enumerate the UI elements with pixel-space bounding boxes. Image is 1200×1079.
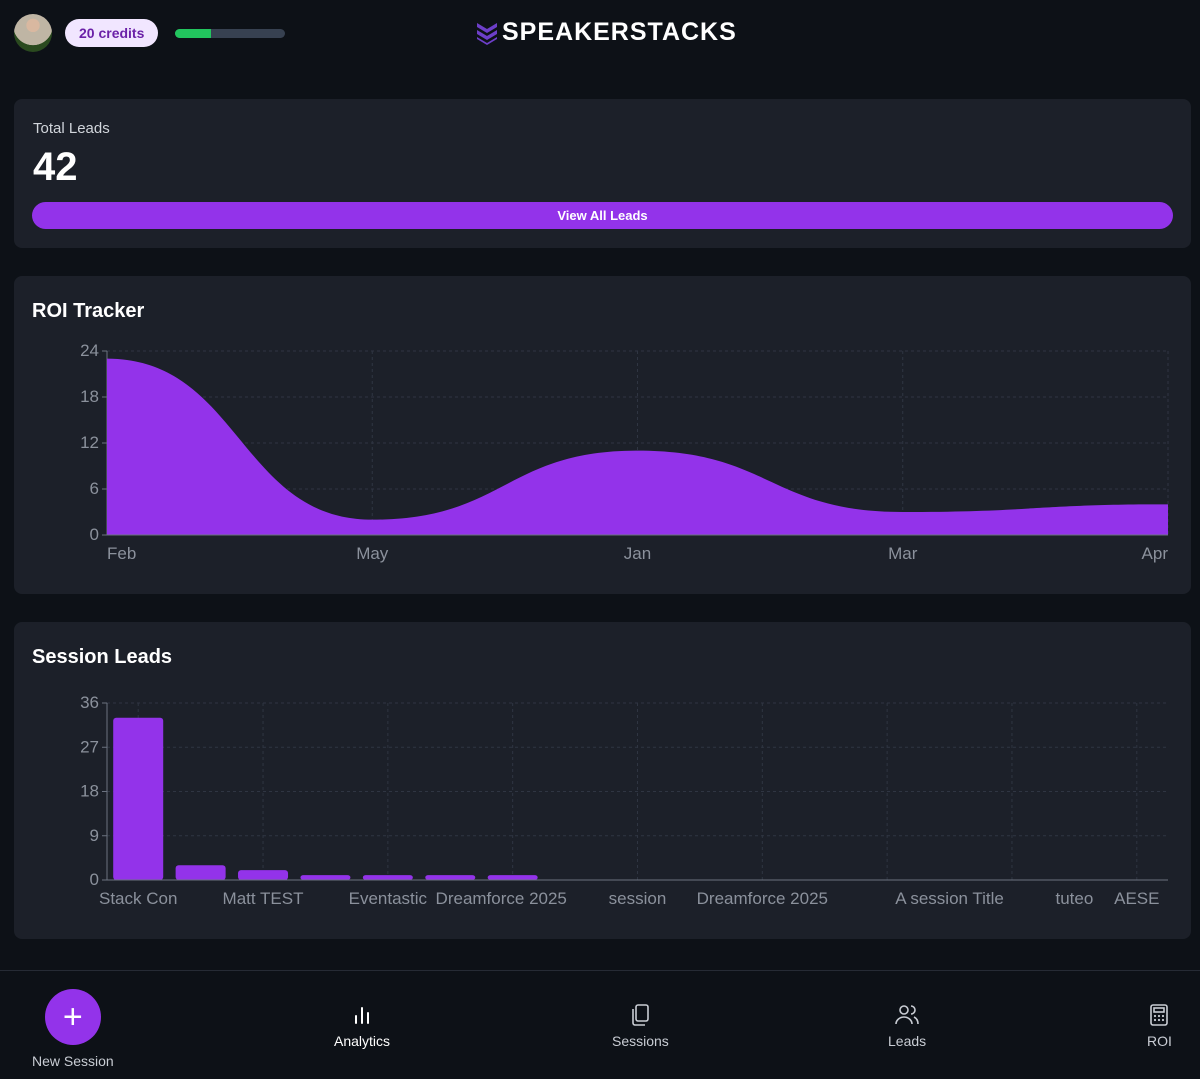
nav-analytics[interactable]: Analytics xyxy=(334,1003,390,1049)
nav-leads[interactable]: Leads xyxy=(888,1003,926,1049)
logo: SPEAKERSTACKS xyxy=(476,18,737,47)
x-tick-label: Eventastic xyxy=(349,889,428,908)
header: 20 credits SPEAKERSTACKS xyxy=(0,0,1200,66)
avatar[interactable] xyxy=(14,14,52,52)
bar xyxy=(175,865,226,880)
credits-progress xyxy=(175,29,285,38)
roi-chart: 0 6 12 18 24 Feb May Jan Mar Apr xyxy=(80,341,1169,563)
y-tick-label: 18 xyxy=(80,387,99,406)
nav-sessions-label: Sessions xyxy=(612,1033,669,1049)
x-tick-label: AESE xyxy=(1114,889,1159,908)
session-leads-card: Session Leads 0 9 18 27 36 Stack Con Matt TEST… xyxy=(14,622,1191,939)
y-tick-label: 24 xyxy=(80,341,99,360)
nav-roi-label: ROI xyxy=(1147,1033,1172,1049)
new-session-label: New Session xyxy=(32,1053,114,1069)
plus-icon: + xyxy=(44,989,101,1045)
y-tick-label: 18 xyxy=(80,782,99,801)
session-leads-chart: 0 9 18 27 36 Stack Con Matt TEST Eventastic Drea… xyxy=(80,693,1168,908)
y-tick-label: 0 xyxy=(90,525,99,544)
x-tick-label: Stack Con xyxy=(99,889,177,908)
bar xyxy=(425,875,476,880)
total-leads-card: Total Leads 42 View All Leads xyxy=(14,99,1191,248)
bar xyxy=(238,870,289,880)
y-tick-label: 0 xyxy=(90,870,99,889)
x-tick-label: tuteo xyxy=(1055,889,1093,908)
nav-sessions[interactable]: Sessions xyxy=(612,1003,669,1049)
total-leads-value: 42 xyxy=(33,145,78,189)
x-tick-label: session xyxy=(609,889,667,908)
bar xyxy=(113,717,164,880)
stack-logo-icon xyxy=(477,22,497,45)
y-tick-label: 12 xyxy=(80,433,99,452)
brand-name: SPEAKERSTACKS xyxy=(502,18,737,46)
y-tick-label: 27 xyxy=(80,737,99,756)
nav-leads-label: Leads xyxy=(888,1033,927,1049)
x-tick-label: A session Title xyxy=(895,889,1004,908)
y-tick-label: 6 xyxy=(90,479,99,498)
x-tick-label: Matt TEST xyxy=(223,889,304,908)
view-all-leads-button[interactable]: View All Leads xyxy=(32,202,1173,229)
users-icon xyxy=(895,1005,919,1025)
roi-area xyxy=(107,358,1168,535)
x-tick-label: Dreamforce 2025 xyxy=(697,889,828,908)
bar xyxy=(487,875,538,880)
bar xyxy=(362,875,413,880)
y-tick-label: 36 xyxy=(80,693,99,712)
x-tick-label: May xyxy=(356,544,389,563)
nav-analytics-label: Analytics xyxy=(334,1033,391,1049)
x-tick-label: Mar xyxy=(888,544,918,563)
total-leads-label: Total Leads xyxy=(33,120,110,137)
roi-tracker-title: ROI Tracker xyxy=(32,300,145,322)
credits-badge[interactable]: 20 credits xyxy=(65,19,159,47)
credits-progress-fill xyxy=(175,29,212,38)
calculator-icon xyxy=(1150,1004,1169,1026)
bottom-nav: + New Session Analytics Sessions Leads R… xyxy=(0,970,1200,1079)
x-tick-label: Jan xyxy=(624,544,651,563)
roi-tracker-card: ROI Tracker 0 6 12 18 24 Feb May Jan Mar Apr xyxy=(14,276,1191,594)
documents-icon xyxy=(632,1004,650,1026)
y-tick-label: 9 xyxy=(90,826,99,845)
new-session-button[interactable]: + New Session xyxy=(32,989,114,1069)
x-tick-label: Feb xyxy=(107,544,136,563)
bar xyxy=(300,875,351,880)
x-tick-label: Dreamforce 2025 xyxy=(436,889,567,908)
bar-chart-icon xyxy=(355,1007,370,1024)
x-tick-label: Apr xyxy=(1142,544,1169,563)
session-leads-title: Session Leads xyxy=(32,646,173,668)
nav-roi[interactable]: ROI xyxy=(1147,1003,1172,1049)
